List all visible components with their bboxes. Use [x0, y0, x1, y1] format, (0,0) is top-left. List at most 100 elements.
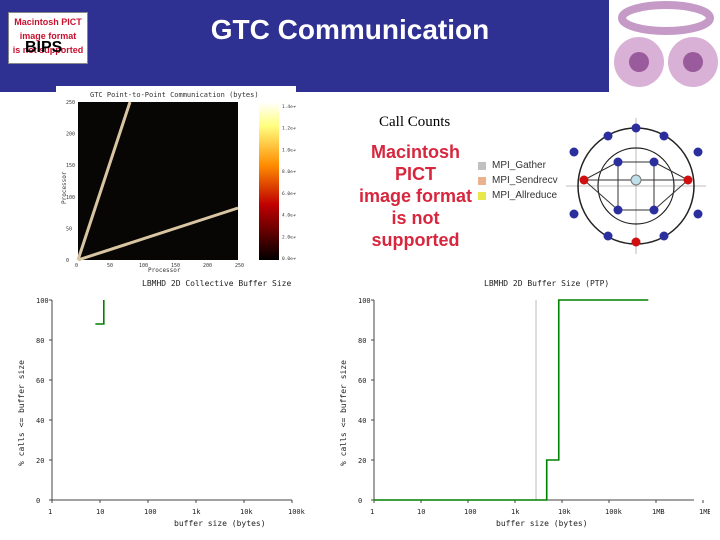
legend-label: MPI_Gather	[492, 160, 546, 171]
topology-diagram	[566, 118, 706, 254]
topology-nodes	[569, 123, 703, 247]
legend-label: MPI_Sendrecv	[492, 175, 558, 186]
topology-node	[569, 147, 579, 157]
colorbar-tick: 8.0e+08	[282, 169, 296, 175]
inner-ring	[597, 147, 675, 225]
topology-node	[659, 231, 669, 241]
colorbar-tick: 6.0e+08	[282, 191, 296, 197]
x-tick-label: 100k	[288, 508, 306, 516]
y-tick-label: 60	[358, 377, 366, 385]
p2p-heatmap-figure: GTC Point-to-Point Communication (bytes)…	[56, 86, 301, 274]
topology-node	[649, 205, 659, 215]
y-tick-label: 100	[358, 297, 371, 305]
pict-line: is not supported	[371, 208, 460, 250]
x-tick-label: 100k	[605, 508, 623, 516]
colorbar-tick: 1.4e+09	[282, 104, 296, 110]
heatmap-y-tick: 200	[66, 132, 75, 138]
heatmap-x-tick: 200	[203, 263, 212, 269]
topology-node	[569, 209, 579, 219]
heatmap-diagonal-band	[76, 101, 132, 261]
heatmap-y-ticks: 0 50 100 150 200 250	[66, 100, 75, 264]
chart-title: LBMHD 2D Buffer Size (PTP)	[484, 279, 609, 288]
chart-ylabel: % calls <= buffer size	[17, 360, 26, 466]
colorbar-tick: 1.2e+09	[282, 126, 296, 132]
heatmap-xlabel: Processor	[148, 267, 181, 274]
x-tick-label: 100	[144, 508, 157, 516]
topology-node	[631, 237, 641, 247]
topology-node	[649, 157, 659, 167]
chart-title: LBMHD 2D Collective Buffer Size	[142, 279, 291, 288]
legend-swatch	[478, 161, 486, 170]
logo-pict-line: image format	[19, 31, 77, 41]
topology-node	[603, 231, 613, 241]
x-tick-label: 1k	[192, 508, 201, 516]
chart-xlabel: buffer size (bytes)	[496, 519, 588, 528]
heatmap-y-tick: 50	[66, 226, 72, 232]
y-tick-label: 80	[358, 337, 366, 345]
x-tick-label: 100	[464, 508, 477, 516]
torus-crosssection-core	[629, 52, 649, 72]
y-tick-label: 60	[36, 377, 44, 385]
x-tick-label: 10	[96, 508, 104, 516]
heatmap-y-tick: 0	[66, 258, 69, 264]
logo-pict-line: is not supported	[12, 45, 84, 55]
x-tick-label: 1	[370, 508, 374, 516]
topology-node	[613, 157, 623, 167]
y-tick-label: 0	[358, 497, 362, 505]
torus-illustration	[614, 1, 718, 87]
header-bar: Macintosh PICT image format is not suppo…	[0, 0, 720, 92]
torus-image-panel	[606, 0, 720, 92]
collective-buffer-chart: LBMHD 2D Collective Buffer Size % calls …	[14, 276, 314, 530]
series-line	[95, 300, 105, 325]
call-counts-label: Call Counts	[379, 114, 451, 130]
logo-label: BIPS	[25, 39, 63, 56]
heatmap-svg: GTC Point-to-Point Communication (bytes)…	[56, 86, 301, 274]
connection-line	[653, 179, 689, 211]
connection-line	[653, 161, 689, 181]
colorbar-tick: 1.0e+09	[282, 147, 296, 153]
colorbar-tick: 0.0e+00	[282, 256, 296, 262]
x-tick-label: 1k	[511, 508, 520, 516]
heatmap-x-tick: 250	[235, 263, 244, 269]
legend-item: MPI_Allreduce	[478, 188, 558, 203]
ptp-buffer-chart: LBMHD 2D Buffer Size (PTP) % calls <= bu…	[336, 276, 712, 530]
topology-node	[683, 175, 693, 185]
topology-node	[603, 131, 613, 141]
series-line	[374, 299, 649, 501]
chart-collective-svg: LBMHD 2D Collective Buffer Size % calls …	[17, 279, 306, 528]
legend-swatch	[478, 176, 486, 185]
topology-node	[631, 123, 641, 133]
legend-item: MPI_Gather	[478, 158, 558, 173]
page-title: GTC Communication	[210, 14, 490, 45]
legend-item: MPI_Sendrecv	[478, 173, 558, 188]
chart-xlabel: buffer size (bytes)	[174, 519, 266, 528]
pict-line: image format	[358, 186, 473, 206]
heatmap-x-ticks: 0 50 100 150 200 250	[75, 263, 244, 269]
y-tick-label: 40	[36, 417, 44, 425]
heatmap-y-tick: 100	[66, 195, 75, 201]
heatmap-colorbar	[259, 102, 279, 260]
x-tick-label: 1MB	[699, 508, 710, 516]
x-tick-label: 1MB	[652, 508, 665, 516]
connection-line	[583, 161, 619, 181]
x-tick-label: 10	[417, 508, 425, 516]
y-tick-label: 100	[36, 297, 49, 305]
heatmap-diagonal-band	[77, 206, 239, 262]
colorbar-tick: 4.0e+08	[282, 213, 296, 219]
heatmap-title: GTC Point-to-Point Communication (bytes)	[90, 91, 259, 99]
x-tick-label: 10k	[558, 508, 571, 516]
pict-line: Macintosh PICT	[370, 142, 460, 184]
topology-node	[613, 205, 623, 215]
topology-center-node	[630, 174, 642, 186]
colorbar-tick: 2.0e+08	[282, 234, 296, 240]
topology-svg	[566, 118, 706, 254]
heatmap-x-tick: 50	[107, 263, 113, 269]
torus-crosssection-core	[683, 52, 703, 72]
heatmap-x-tick: 0	[75, 263, 78, 269]
heatmap-y-tick: 250	[66, 100, 75, 106]
y-tick-label: 0	[36, 497, 40, 505]
heatmap-x-tick: 100	[139, 263, 148, 269]
y-tick-label: 80	[36, 337, 44, 345]
call-counts-legend: MPI_Gather MPI_Sendrecv MPI_Allreduce	[478, 158, 558, 203]
x-tick-label: 1	[48, 508, 52, 516]
